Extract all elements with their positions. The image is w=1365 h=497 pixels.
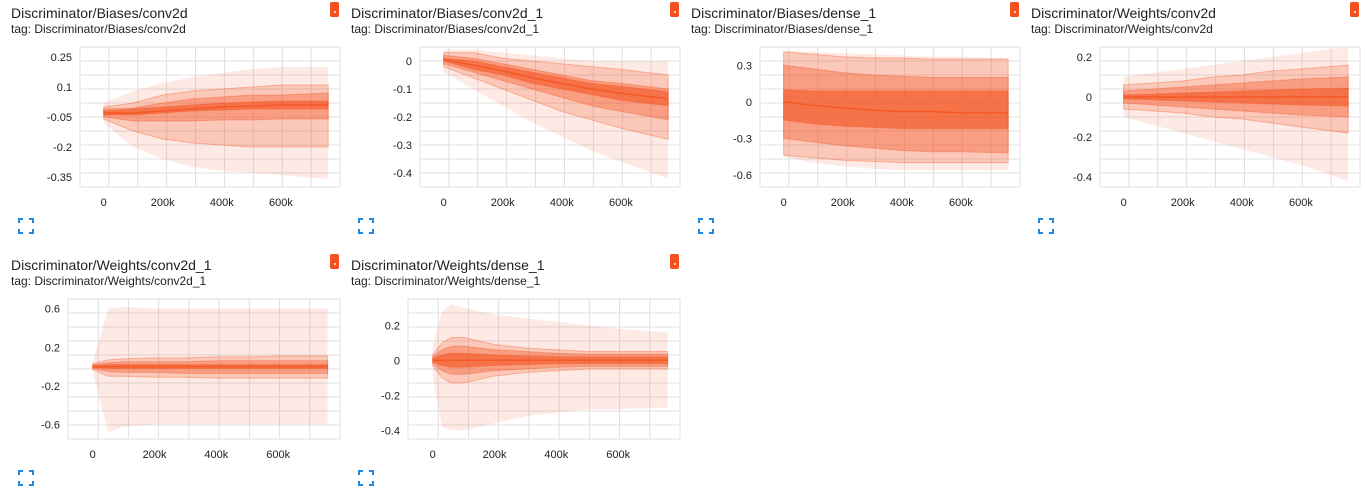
y-tick-label: -0.4 xyxy=(393,168,412,180)
percentile-band xyxy=(103,84,329,148)
chart-subtitle: tag: Discriminator/Weights/dense_1 xyxy=(351,274,541,288)
y-tick-label: -0.35 xyxy=(47,172,72,184)
chart-card: Discriminator/Biases/conv2d_1 tag: Discri… xyxy=(340,0,681,245)
x-tick-label: 0 xyxy=(781,197,787,209)
percentile-band xyxy=(432,304,668,431)
y-tick-label: 0 xyxy=(746,97,752,109)
fullscreen-icon[interactable] xyxy=(358,218,374,234)
y-tick-label: -0.2 xyxy=(1073,132,1092,144)
y-tick-label: -0.6 xyxy=(41,420,60,432)
grid xyxy=(407,298,681,440)
x-tick-label: 400k xyxy=(890,197,914,209)
x-tick-label: 400k xyxy=(204,449,228,461)
chart-subtitle: tag: Discriminator/Biases/conv2d xyxy=(11,22,186,36)
histogram-plot: 0.25 0.1 -0.05 -0.2 -0.35 0 200k 400k 600k xyxy=(47,46,341,209)
y-tick-label: 0.1 xyxy=(57,82,72,94)
y-tick-label: -0.4 xyxy=(381,425,400,437)
median-line xyxy=(103,104,329,114)
menu-dot-icon[interactable] xyxy=(1350,2,1359,17)
chart-subtitle: tag: Discriminator/Weights/conv2d_1 xyxy=(11,274,207,288)
y-tick-label: 0 xyxy=(406,56,412,68)
histogram-plot: 0.2 0 -0.2 -0.4 0 200k 400k 600k xyxy=(1073,46,1361,209)
median-line xyxy=(443,58,669,100)
x-tick-label: 600k xyxy=(949,197,973,209)
x-tick-label: 0 xyxy=(90,449,96,461)
chart-subtitle: tag: Discriminator/Biases/dense_1 xyxy=(691,22,874,36)
chart-card: Discriminator/Weights/conv2d tag: Discrim… xyxy=(1020,0,1361,245)
percentile-band xyxy=(783,89,1009,130)
fullscreen-icon[interactable] xyxy=(18,470,34,486)
y-tick-label: -0.3 xyxy=(733,133,752,145)
chart-subtitle: tag: Discriminator/Biases/conv2d_1 xyxy=(351,22,540,36)
y-tick-label: 0 xyxy=(1086,92,1092,104)
percentile-band xyxy=(443,49,669,179)
fullscreen-icon[interactable] xyxy=(18,218,34,234)
histogram-plot: 0.6 0.2 -0.2 -0.6 0 200k 400k 600k xyxy=(41,298,341,461)
percentile-band xyxy=(1123,47,1349,181)
x-tick-label: 400k xyxy=(544,449,568,461)
y-tick-label: 0.2 xyxy=(45,342,60,354)
x-tick-label: 600k xyxy=(1289,197,1313,209)
y-tick-label: 0.25 xyxy=(51,52,72,64)
y-tick-label: 0 xyxy=(394,355,400,367)
x-tick-label: 200k xyxy=(491,197,515,209)
x-tick-label: 200k xyxy=(831,197,855,209)
y-tick-label: -0.05 xyxy=(47,112,72,124)
chart-title: Discriminator/Biases/conv2d xyxy=(11,5,188,21)
chart-card: Discriminator/Weights/conv2d_1 tag: Discr… xyxy=(0,252,341,497)
chart-card: Discriminator/Weights/dense_1 tag: Discri… xyxy=(340,252,681,497)
chart-title: Discriminator/Weights/conv2d_1 xyxy=(11,257,212,273)
y-tick-label: 0.2 xyxy=(385,320,400,332)
x-tick-label: 600k xyxy=(269,197,293,209)
y-tick-label: -0.2 xyxy=(53,142,72,154)
y-tick-label: -0.6 xyxy=(733,170,752,182)
menu-dot-icon[interactable] xyxy=(330,254,339,269)
menu-dot-icon[interactable] xyxy=(670,2,679,17)
chart-subtitle: tag: Discriminator/Weights/conv2d xyxy=(1031,22,1213,36)
x-tick-label: 0 xyxy=(101,197,107,209)
y-tick-label: -0.2 xyxy=(381,390,400,402)
grid xyxy=(419,46,681,188)
grid xyxy=(67,298,341,440)
percentile-band xyxy=(103,67,329,179)
menu-dot-icon[interactable] xyxy=(670,254,679,269)
x-tick-label: 400k xyxy=(550,197,574,209)
y-tick-label: -0.2 xyxy=(393,112,412,124)
x-tick-label: 200k xyxy=(1171,197,1195,209)
fullscreen-icon[interactable] xyxy=(358,470,374,486)
y-tick-label: -0.1 xyxy=(393,84,412,96)
x-tick-label: 400k xyxy=(210,197,234,209)
chart-card: Discriminator/Biases/conv2d tag: Discrimi… xyxy=(0,0,341,245)
chart-title: Discriminator/Biases/dense_1 xyxy=(691,5,877,21)
y-tick-label: 0.6 xyxy=(45,304,60,316)
menu-dot-icon[interactable] xyxy=(330,2,339,17)
fullscreen-icon[interactable] xyxy=(698,218,714,234)
y-tick-label: -0.3 xyxy=(393,140,412,152)
x-tick-label: 600k xyxy=(609,197,633,209)
y-tick-label: -0.2 xyxy=(41,381,60,393)
x-tick-label: 0 xyxy=(441,197,447,209)
x-tick-label: 0 xyxy=(430,449,436,461)
histogram-plot: 0 -0.1 -0.2 -0.3 -0.4 0 200k 400k 600k xyxy=(393,46,681,209)
x-tick-label: 600k xyxy=(606,449,630,461)
histogram-plot: 0.2 0 -0.2 -0.4 0 200k 400k 600k xyxy=(381,298,681,461)
chart-title: Discriminator/Biases/conv2d_1 xyxy=(351,5,544,21)
y-tick-label: -0.4 xyxy=(1073,172,1092,184)
x-tick-label: 200k xyxy=(151,197,175,209)
x-tick-label: 0 xyxy=(1121,197,1127,209)
y-tick-label: 0.2 xyxy=(1077,52,1092,64)
x-tick-label: 200k xyxy=(483,449,507,461)
median-line xyxy=(783,101,1009,114)
histogram-plot: 0.3 0 -0.3 -0.6 0 200k 400k 600k xyxy=(733,46,1021,209)
chart-title: Discriminator/Weights/dense_1 xyxy=(351,257,545,273)
y-tick-label: 0.3 xyxy=(737,60,752,72)
chart-title: Discriminator/Weights/conv2d xyxy=(1031,5,1216,21)
menu-dot-icon[interactable] xyxy=(1010,2,1019,17)
fullscreen-icon[interactable] xyxy=(1038,218,1054,234)
chart-card: Discriminator/Biases/dense_1 tag: Discrim… xyxy=(680,0,1021,245)
x-tick-label: 400k xyxy=(1230,197,1254,209)
x-tick-label: 200k xyxy=(143,449,167,461)
x-tick-label: 600k xyxy=(266,449,290,461)
percentile-band xyxy=(92,306,328,433)
